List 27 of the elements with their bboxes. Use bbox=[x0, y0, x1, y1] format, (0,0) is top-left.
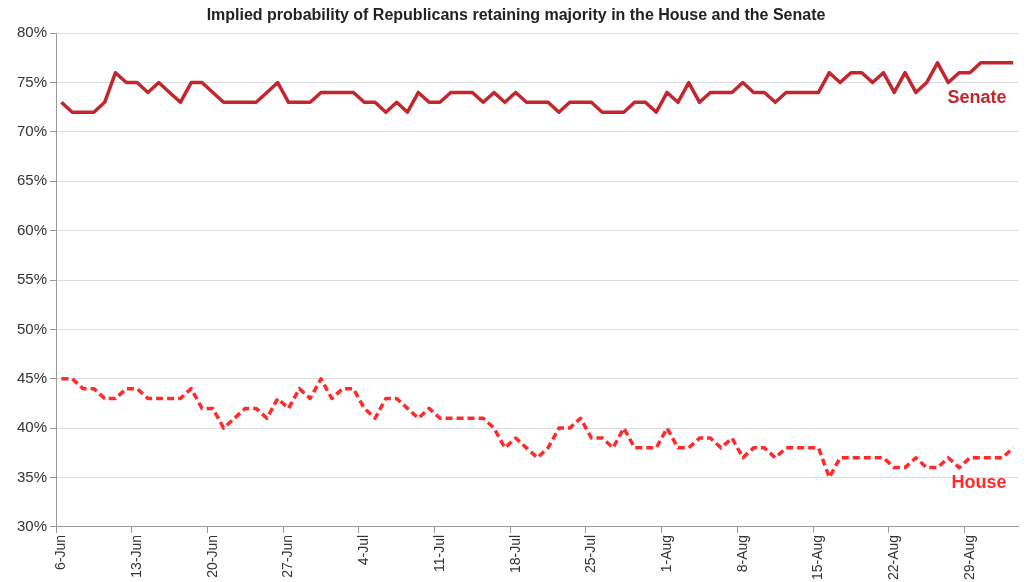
x-tick-label: 20-Jun bbox=[203, 534, 220, 578]
x-tick-label: 22-Aug bbox=[885, 534, 902, 581]
x-tick-label: 8-Aug bbox=[733, 534, 750, 573]
x-tick-label: 27-Jun bbox=[279, 534, 296, 578]
x-tick-label: 13-Jun bbox=[127, 534, 144, 578]
y-tick-label: 60% bbox=[16, 220, 47, 238]
y-tick-label: 45% bbox=[16, 368, 47, 386]
x-tick-label: 25-Jul bbox=[582, 534, 599, 573]
series-label: Senate bbox=[947, 86, 1007, 107]
x-tick-label: 4-Jul bbox=[355, 534, 372, 566]
y-tick-label: 35% bbox=[16, 467, 47, 485]
chart-title: Implied probability of Republicans retaining majority in the House and the Senate bbox=[206, 6, 826, 24]
series-label: House bbox=[951, 471, 1007, 492]
y-tick-label: 75% bbox=[16, 72, 47, 90]
y-tick-label: 30% bbox=[16, 517, 47, 534]
y-tick-label: 70% bbox=[16, 122, 47, 140]
y-tick-label: 80% bbox=[16, 23, 47, 41]
x-tick-label: 1-Aug bbox=[657, 534, 674, 573]
y-tick-label: 55% bbox=[16, 270, 47, 288]
y-tick-label: 65% bbox=[16, 171, 47, 189]
x-tick-label: 6-Jun bbox=[52, 534, 69, 570]
y-tick-label: 40% bbox=[16, 418, 47, 436]
x-tick-label: 11-Jul bbox=[430, 534, 447, 572]
x-tick-label: 18-Jul bbox=[506, 534, 523, 573]
x-tick-label: 15-Aug bbox=[809, 534, 826, 581]
y-tick-label: 50% bbox=[16, 319, 47, 337]
x-tick-label: 29-Aug bbox=[960, 534, 977, 581]
